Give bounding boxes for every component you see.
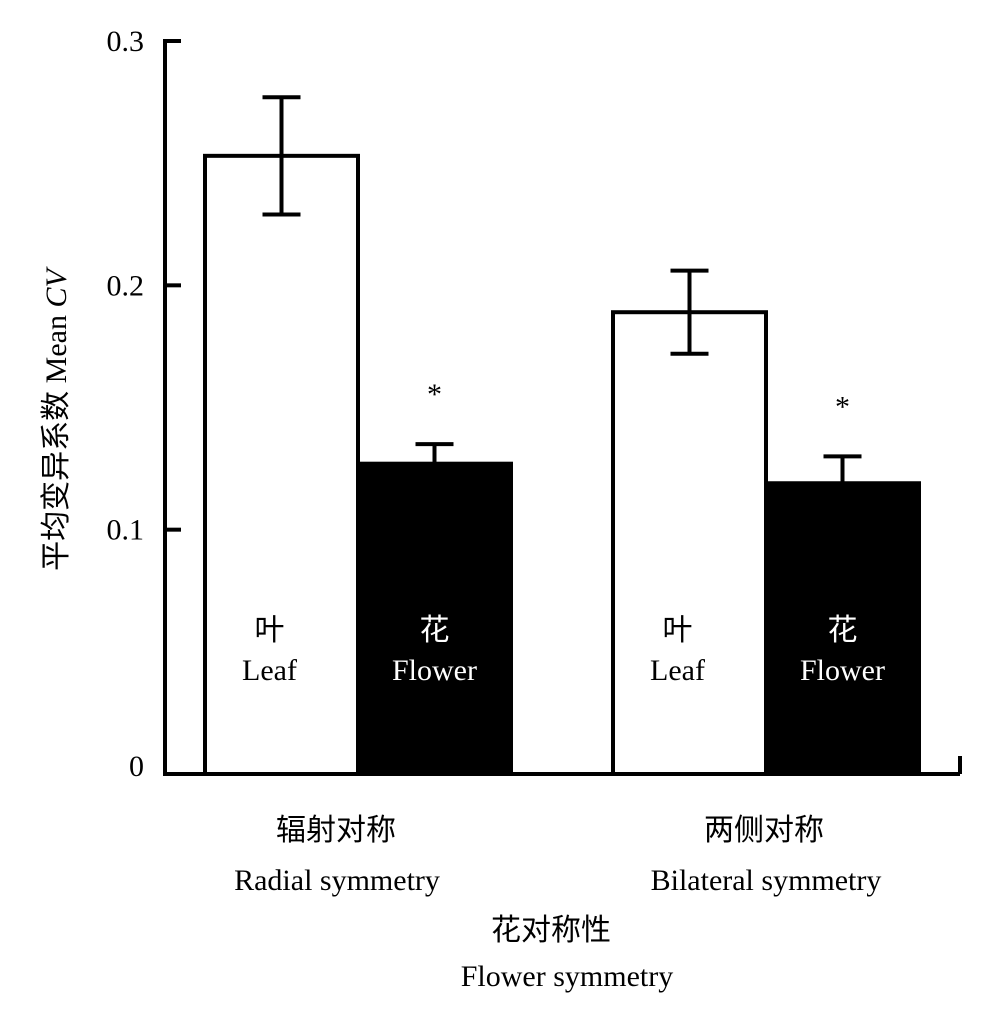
axes-layer — [163, 39, 962, 776]
bar-label-en: Flower — [392, 654, 477, 687]
bar-label-en: Leaf — [650, 654, 705, 687]
y-tick-label: 0.3 — [107, 25, 145, 58]
y-tick-label: 0.2 — [107, 269, 145, 302]
y-axis-title: 平均变异系数 Mean CV — [40, 266, 73, 571]
y-tick-label: 0 — [129, 750, 144, 783]
bar-label-cn: 花 — [420, 614, 450, 647]
bar-leaf-1 — [611, 310, 768, 776]
bar-label-en: Leaf — [242, 654, 297, 687]
y-tick-label: 0.1 — [107, 514, 145, 547]
bar-leaf-0 — [203, 153, 360, 776]
bar-label-cn: 花 — [828, 614, 858, 647]
group-label-en-radial: Radial symmetry — [234, 864, 440, 897]
labels-layer: 叶 Leaf 花 Flower * 叶 Leaf 花 Flower * 0 0.1 0.2 0.3 — [107, 25, 886, 783]
y-axis-title-cv: CV — [40, 266, 73, 308]
significance-mark: * — [835, 390, 850, 423]
y-axis-title-en: Mean — [40, 315, 73, 383]
group-label-cn-radial: 辐射对称 — [276, 814, 396, 847]
group-label-cn-bilateral: 两侧对称 — [704, 814, 824, 847]
bar-label-cn: 叶 — [255, 614, 285, 647]
bar-flower-0 — [356, 461, 513, 776]
x-axis-title-en: Flower symmetry — [461, 960, 673, 993]
group-label-en-bilateral: Bilateral symmetry — [651, 864, 882, 897]
bar-label-cn: 叶 — [663, 614, 693, 647]
significance-mark: * — [427, 378, 442, 411]
bar-flower-1 — [764, 481, 921, 776]
x-axis-title-cn: 花对称性 — [491, 914, 611, 947]
error-bars-layer — [262, 95, 862, 484]
bar-label-en: Flower — [800, 654, 885, 687]
y-axis-title-cn: 平均变异系数 — [40, 391, 73, 571]
